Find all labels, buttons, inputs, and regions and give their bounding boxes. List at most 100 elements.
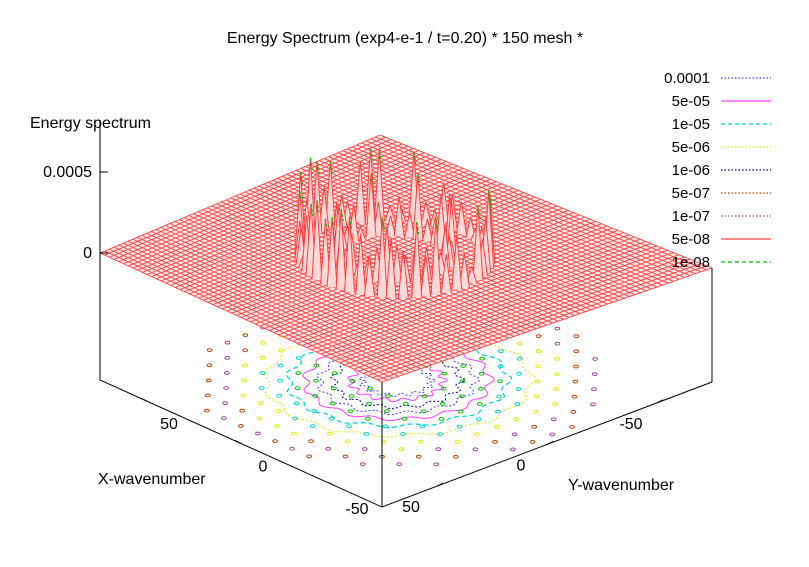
contour-loop: [308, 439, 315, 444]
contour-loop: [278, 348, 284, 353]
contour-loop: [293, 401, 300, 406]
peak-contour: [477, 206, 481, 219]
contour-loop: [221, 416, 227, 421]
contour-loop: [238, 424, 244, 428]
contour-loop: [437, 432, 443, 437]
contour-loop: [292, 416, 299, 421]
contour-loop: [255, 431, 261, 436]
contour-loop: [366, 401, 373, 406]
contour-loop: [241, 378, 248, 383]
peak-contour: [299, 172, 304, 185]
contour-loop: [456, 424, 463, 429]
x-tick-label: 50: [402, 499, 420, 516]
contour-loop: [498, 349, 504, 354]
peak-contour: [369, 148, 374, 161]
contour-loop: [206, 363, 213, 368]
surface-peak: [355, 233, 367, 295]
contour-loop: [573, 334, 580, 339]
peak-contour: [310, 203, 314, 217]
contour-loop: [492, 439, 498, 444]
contour-loop: [415, 454, 422, 459]
contour-loop: [294, 386, 301, 391]
x-axis-label: X-wavenumber: [98, 471, 206, 488]
surface-peak: [455, 201, 467, 235]
legend-label: 5e-07: [672, 185, 710, 202]
peak-contour: [378, 150, 382, 163]
contour-loop: [549, 432, 556, 437]
contour-loop: [479, 356, 486, 361]
x-tick: [436, 482, 444, 487]
contour-loop: [325, 446, 332, 451]
contour-loop: [367, 386, 374, 391]
legend-label: 1e-08: [672, 254, 710, 271]
contour-ring: [302, 341, 495, 422]
contour-loop: [385, 394, 391, 399]
contour-loop: [291, 431, 297, 436]
contour-loop: [275, 409, 282, 413]
contour-loop: [516, 371, 522, 376]
contour-loop: [534, 379, 541, 384]
contour-loop: [328, 416, 335, 421]
contour-loop: [276, 393, 283, 398]
contour-loop: [330, 386, 337, 391]
contour-loop: [242, 348, 249, 353]
legend-label: 5e-08: [672, 231, 710, 248]
legend-label: 5e-06: [672, 139, 710, 156]
contour-loop: [531, 424, 538, 429]
contour-loop: [478, 371, 485, 376]
contour-loop: [532, 409, 539, 414]
peak-contour: [329, 161, 333, 174]
x-tick: [656, 399, 664, 404]
contour-loop: [454, 439, 461, 444]
contour-loop: [347, 409, 354, 414]
contour-loop: [342, 454, 349, 459]
surface-peak: [420, 201, 432, 225]
contour-loop: [495, 409, 501, 414]
contour-loop: [205, 378, 212, 383]
contour-loop: [203, 408, 210, 413]
contour-loop: [384, 409, 390, 414]
z-axis-label: Energy spectrum: [30, 115, 151, 132]
contour-loop: [570, 409, 577, 414]
y-tick-label: -50: [345, 501, 368, 518]
contour-loop: [472, 447, 479, 452]
contour-loop: [349, 379, 356, 383]
surface-peak: [385, 238, 397, 298]
surface-peak: [458, 253, 470, 288]
contour-loop: [553, 387, 559, 392]
contour-loop: [553, 372, 560, 376]
contour-loop: [459, 379, 466, 384]
contour-loop: [329, 401, 336, 406]
contour-loop: [242, 363, 248, 368]
contour-loop: [439, 401, 446, 406]
z-tick-label: 0: [83, 245, 92, 262]
contour-loop: [497, 364, 504, 369]
contour-loop: [478, 386, 484, 391]
contour-loop: [590, 402, 596, 407]
peak-contour: [416, 222, 420, 235]
contour-loop: [421, 394, 428, 399]
peak-contour: [316, 161, 320, 174]
contour-loop: [420, 409, 427, 414]
y-axis-label: Y-wavenumber: [568, 477, 675, 494]
contour-loop: [223, 386, 230, 390]
contour-loop: [348, 394, 355, 398]
contour-loop: [401, 416, 408, 421]
contour-loop: [313, 378, 319, 383]
contour-loop: [206, 348, 213, 353]
contour-loop: [571, 394, 578, 399]
peak-contour: [309, 157, 314, 170]
surface-peak: [384, 204, 396, 222]
peak-contour: [413, 152, 417, 165]
contour-loop: [382, 424, 389, 429]
contour-loop: [331, 371, 338, 376]
contour-loop: [535, 364, 542, 369]
contour-loop: [277, 363, 284, 368]
y-tick-label: 50: [160, 416, 178, 433]
surface-peak: [451, 235, 463, 290]
contour-loop: [242, 333, 249, 338]
y-tick: [140, 397, 148, 402]
surface-peak: [354, 161, 366, 223]
surface-peak: [440, 254, 452, 293]
contour-loop: [511, 432, 518, 437]
